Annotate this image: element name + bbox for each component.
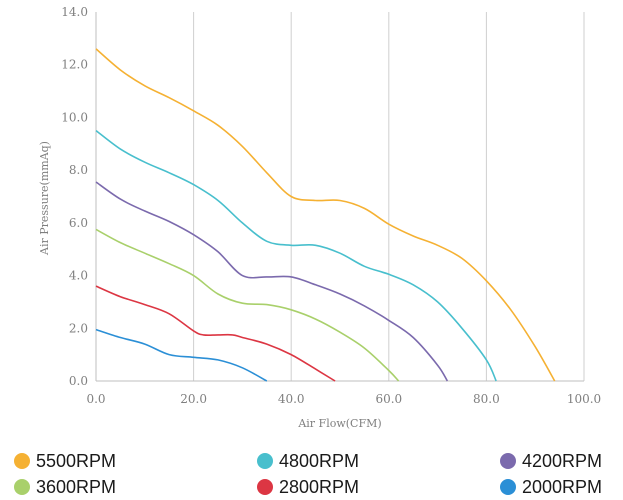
legend-item-2000rpm[interactable]: 2000RPM xyxy=(500,476,602,498)
legend-marker-4200rpm-icon xyxy=(500,453,516,469)
legend-marker-2800rpm-icon xyxy=(257,479,273,495)
x-tick-label: 100.0 xyxy=(567,392,601,406)
x-tick-label: 40.0 xyxy=(278,392,305,406)
y-tick-label: 2.0 xyxy=(69,321,88,335)
series-line-2800rpm xyxy=(95,285,336,382)
legend: 5500RPM 4800RPM 4200RPM 3600RPM 2800RPM … xyxy=(0,449,623,500)
y-tick-label: 10.0 xyxy=(61,110,88,124)
legend-label: 4800RPM xyxy=(279,450,360,471)
series-line-4200rpm xyxy=(95,181,449,382)
legend-item-4200rpm[interactable]: 4200RPM xyxy=(500,450,602,472)
legend-marker-4800rpm-icon xyxy=(257,453,273,469)
x-tick-label: 60.0 xyxy=(375,392,402,406)
y-tick-label: 12.0 xyxy=(61,58,88,72)
legend-item-2800rpm[interactable]: 2800RPM xyxy=(257,476,359,498)
legend-marker-5500rpm-icon xyxy=(14,453,30,469)
vertical-grid xyxy=(193,12,585,381)
y-tick-label: 8.0 xyxy=(69,163,88,177)
tick-labels: 0.0 20.0 40.0 60.0 80.0 100.0 0.0 2.0 4.0 6.0 8.0 1… xyxy=(61,5,601,406)
legend-label: 2800RPM xyxy=(279,476,360,497)
axes xyxy=(95,12,584,382)
series-line-4800rpm xyxy=(95,129,497,382)
legend-item-3600rpm[interactable]: 3600RPM xyxy=(14,476,116,498)
series-line-2000rpm xyxy=(95,328,268,382)
y-axis-title: Air Pressure(mmAq) xyxy=(38,141,51,256)
series-lines xyxy=(95,48,556,382)
legend-marker-2000rpm-icon xyxy=(500,479,516,495)
legend-label: 5500RPM xyxy=(36,450,117,471)
legend-item-5500rpm[interactable]: 5500RPM xyxy=(14,450,116,472)
fan-performance-chart: 0.0 20.0 40.0 60.0 80.0 100.0 0.0 2.0 4.0 6.0 8.0 1… xyxy=(38,5,601,430)
x-tick-label: 20.0 xyxy=(180,392,207,406)
legend-label: 4200RPM xyxy=(522,450,603,471)
x-axis-title: Air Flow(CFM) xyxy=(297,417,381,430)
y-tick-label: 4.0 xyxy=(69,269,88,283)
y-tick-label: 0.0 xyxy=(69,374,88,388)
legend-marker-3600rpm-icon xyxy=(14,479,30,495)
series-line-5500rpm xyxy=(95,48,556,382)
x-tick-label: 80.0 xyxy=(473,392,500,406)
y-tick-label: 14.0 xyxy=(61,5,88,19)
x-tick-label: 0.0 xyxy=(86,392,105,406)
series-line-3600rpm xyxy=(95,228,400,382)
y-tick-label: 6.0 xyxy=(69,216,88,230)
legend-item-4800rpm[interactable]: 4800RPM xyxy=(257,450,359,472)
legend-label: 3600RPM xyxy=(36,476,117,497)
legend-label: 2000RPM xyxy=(522,476,603,497)
